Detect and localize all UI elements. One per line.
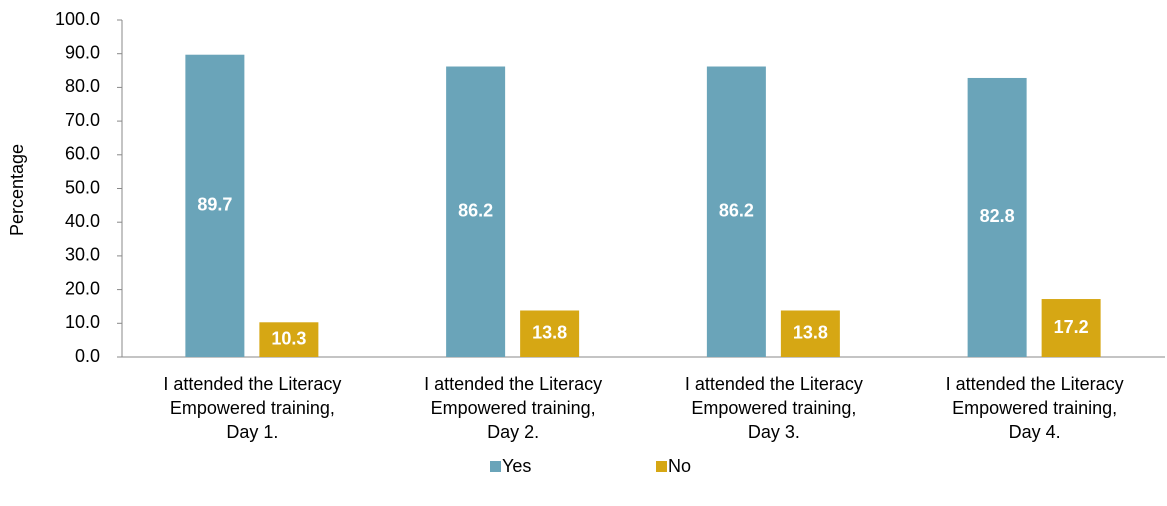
data-label: 13.8 xyxy=(532,322,567,342)
data-label: 86.2 xyxy=(458,201,493,221)
y-tick-label: 10.0 xyxy=(65,312,100,332)
y-tick-label: 50.0 xyxy=(65,177,100,197)
y-tick-label: 20.0 xyxy=(65,278,100,298)
x-tick-label: I attended the Literacy Empowered traini… xyxy=(684,374,863,442)
legend-swatch xyxy=(490,461,501,472)
y-tick-label: 90.0 xyxy=(65,42,100,62)
x-tick-label: I attended the Literacy Empowered traini… xyxy=(163,374,342,442)
bar xyxy=(706,66,766,358)
y-tick-label: 30.0 xyxy=(65,245,100,265)
y-tick-label: 100.0 xyxy=(55,9,100,29)
y-tick-label: 70.0 xyxy=(65,110,100,130)
legend-swatch xyxy=(656,461,667,472)
legend-label: No xyxy=(668,456,691,476)
data-label: 10.3 xyxy=(271,328,306,348)
data-label: 13.8 xyxy=(793,322,828,342)
legend-label: Yes xyxy=(502,456,531,476)
data-label: 89.7 xyxy=(197,195,232,215)
y-tick-label: 80.0 xyxy=(65,76,100,96)
bar xyxy=(1041,299,1101,357)
bar xyxy=(967,77,1027,358)
y-tick-label: 0.0 xyxy=(75,346,100,366)
bar xyxy=(185,54,245,357)
bar xyxy=(446,66,506,358)
bar xyxy=(780,310,840,357)
x-tick-label: I attended the Literacy Empowered traini… xyxy=(424,374,603,442)
y-axis-label: Percentage xyxy=(7,144,27,236)
data-label: 17.2 xyxy=(1054,317,1089,337)
y-tick-label: 40.0 xyxy=(65,211,100,231)
y-tick-label: 60.0 xyxy=(65,144,100,164)
bar xyxy=(259,322,319,357)
bar xyxy=(520,310,580,357)
x-tick-label: I attended the Literacy Empowered traini… xyxy=(945,374,1124,442)
data-label: 82.8 xyxy=(980,206,1015,226)
data-label: 86.2 xyxy=(719,201,754,221)
